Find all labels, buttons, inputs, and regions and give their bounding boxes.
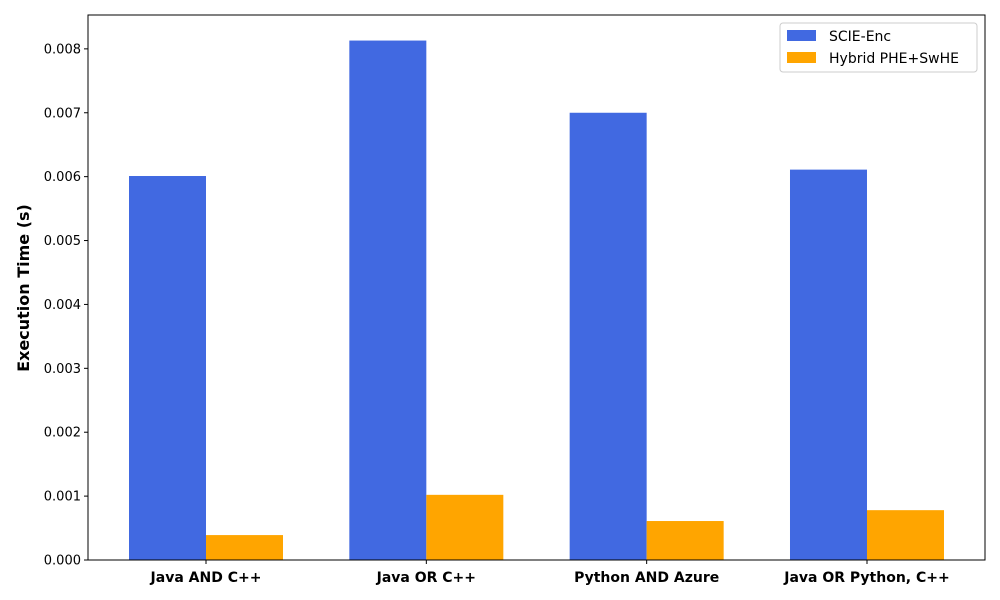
y-tick-label: 0.004 — [44, 298, 81, 313]
bar-hybrid-phe-swhe-1 — [426, 494, 504, 560]
plot-frame — [87, 14, 986, 561]
legend-swatch-1 — [787, 52, 816, 63]
bars-layer — [129, 40, 944, 561]
bar-hybrid-phe-swhe-2 — [646, 521, 724, 560]
legend-label-1: Hybrid PHE+SwHE — [829, 51, 959, 67]
x-tick-label: Java OR Python, C++ — [783, 570, 949, 586]
legend: SCIE-Enc Hybrid PHE+SwHE — [779, 22, 978, 73]
y-tick-label: 0.002 — [44, 426, 81, 441]
y-tick-label: 0.000 — [44, 554, 81, 569]
legend-label-0: SCIE-Enc — [829, 29, 891, 45]
x-tick-label: Java AND C++ — [150, 570, 262, 586]
y-tick-label: 0.006 — [44, 170, 81, 185]
y-tick-label: 0.008 — [44, 42, 81, 57]
x-axis: Java AND C++ Java OR C++ Python AND Azure J… — [150, 560, 950, 586]
y-tick-label: 0.003 — [44, 362, 81, 377]
legend-swatch-0 — [787, 30, 816, 41]
x-tick-label: Java OR C++ — [376, 570, 476, 586]
y-axis: 0.000 0.001 0.002 0.003 0.004 0.005 0.006 0.007… — [44, 42, 88, 569]
y-tick-label: 0.001 — [44, 490, 81, 505]
bar-hybrid-phe-swhe-3 — [866, 510, 944, 560]
bar-scie-enc-2 — [569, 112, 647, 561]
y-tick-label: 0.007 — [44, 106, 81, 121]
bar-scie-enc-1 — [349, 40, 427, 560]
bar-scie-enc-0 — [129, 176, 206, 560]
legend-box — [779, 22, 978, 73]
y-tick-label: 0.005 — [44, 234, 81, 249]
bar-hybrid-phe-swhe-0 — [206, 535, 283, 560]
bar-scie-enc-3 — [789, 169, 867, 560]
y-axis-title: Execution Time (s) — [14, 204, 33, 372]
x-tick-label: Python AND Azure — [574, 570, 719, 586]
